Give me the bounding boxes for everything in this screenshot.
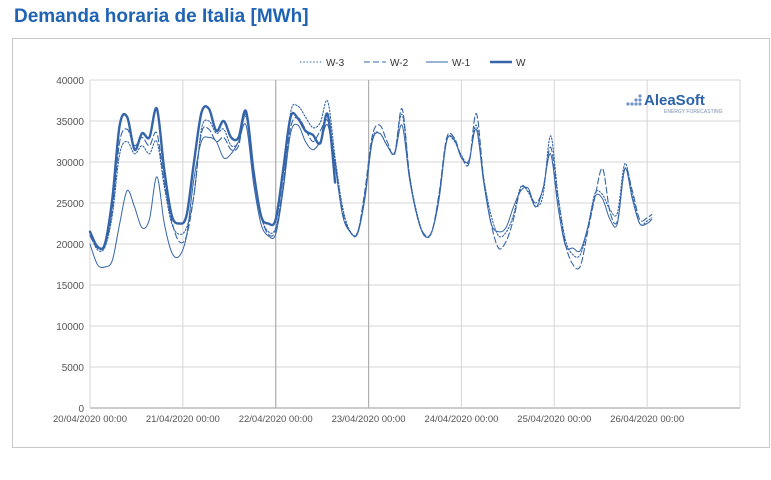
y-tick-label: 25000 xyxy=(56,199,84,210)
logo-name: AleaSoft xyxy=(644,92,705,109)
x-tick-label: 26/04/2020 00:00 xyxy=(610,414,684,425)
y-tick-label: 15000 xyxy=(56,281,84,292)
y-tick-label: 40000 xyxy=(56,76,84,87)
logo-tagline: ENERGY FORECASTING xyxy=(664,109,723,115)
y-tick-label: 10000 xyxy=(56,322,84,333)
x-axis-ticks: 20/04/2020 00:00 21/04/2020 00:00 22/04/20… xyxy=(53,414,684,425)
series-line-w xyxy=(88,105,337,251)
legend-label: W xyxy=(516,58,526,69)
demand-line-chart: 0 5000 10000 15000 20000 25000 30000 35000 40000… xyxy=(53,58,741,425)
legend-label: W-2 xyxy=(390,58,409,69)
x-tick-label: 23/04/2020 00:00 xyxy=(332,414,406,425)
chart-panel xyxy=(12,38,770,448)
legend: W-3 W-2 W-1 W xyxy=(300,58,526,69)
legend-label: W-1 xyxy=(452,58,471,69)
y-tick-label: 30000 xyxy=(56,158,84,169)
y-axis-ticks: 0 5000 10000 15000 20000 25000 30000 35000 40000 xyxy=(56,76,84,415)
y-tick-label: 5000 xyxy=(62,363,85,374)
page-title: Demanda horaria de Italia [MWh] xyxy=(14,6,309,27)
series-line-w-2 xyxy=(89,108,653,270)
x-tick-label: 20/04/2020 00:00 xyxy=(53,414,127,425)
y-tick-label: 0 xyxy=(78,404,84,415)
grid xyxy=(89,79,741,409)
x-tick-label: 21/04/2020 00:00 xyxy=(146,414,220,425)
series-line-w-3 xyxy=(89,99,653,258)
x-tick-label: 25/04/2020 00:00 xyxy=(517,414,591,425)
y-tick-label: 20000 xyxy=(56,240,84,251)
day-dividers xyxy=(275,80,370,408)
x-tick-label: 24/04/2020 00:00 xyxy=(424,414,498,425)
x-tick-label: 22/04/2020 00:00 xyxy=(239,414,313,425)
legend-label: W-3 xyxy=(326,58,345,69)
logo-dots-icon xyxy=(626,94,642,106)
aleasoft-logo: AleaSoft ENERGY FORECASTING xyxy=(626,92,723,115)
y-tick-label: 35000 xyxy=(56,117,84,128)
series-line-w-1 xyxy=(89,123,653,268)
series-lines xyxy=(88,99,653,270)
